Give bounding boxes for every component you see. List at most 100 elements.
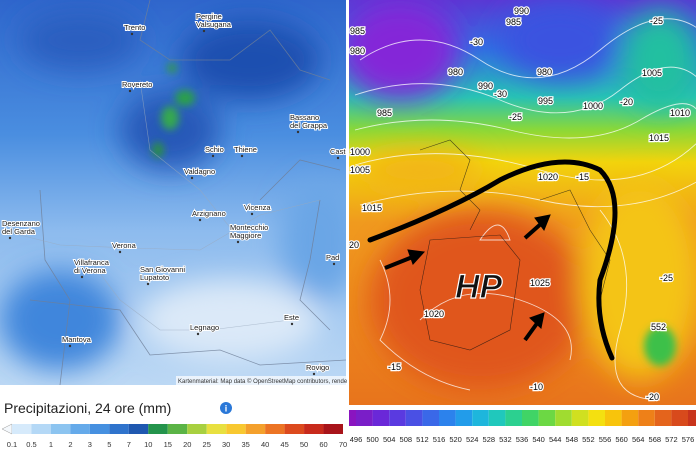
colorbar-label: 548 (566, 435, 579, 444)
place-dot (130, 32, 134, 36)
colorbar-label: 512 (416, 435, 429, 444)
place-dot (198, 218, 202, 222)
colorbar-label: 50 (300, 440, 308, 449)
colorbar-label: 25 (203, 440, 211, 449)
colorbar-label: 7 (127, 440, 131, 449)
place-label: di Verona (74, 266, 107, 275)
colorbar-label: 496 (350, 435, 363, 444)
colorbar-swatch (284, 424, 305, 434)
place-dot (296, 130, 300, 134)
colorbar-swatch (405, 410, 423, 426)
place-dot (240, 154, 244, 158)
colorbar-swatch (265, 424, 285, 434)
colorbar-swatch (654, 410, 672, 426)
colorbar-swatch (638, 410, 655, 426)
attribution: Kartenmaterial: Map data © OpenStreetMap… (178, 378, 348, 385)
isoline-label: 552 (651, 322, 666, 332)
place-label: Schio (205, 145, 224, 154)
colorbar-label: 500 (366, 435, 379, 444)
place-label: Montecchio (230, 223, 268, 232)
place-label: Valsugana (196, 20, 232, 29)
colorbar-swatch (187, 424, 207, 434)
colorbar-swatch (70, 424, 90, 434)
colorbar-label: 30 (222, 440, 230, 449)
colorbar-swatch (588, 410, 605, 426)
info-icon[interactable] (220, 402, 232, 414)
isoline-label: -15 (388, 362, 401, 372)
colorbar-label: 1 (49, 440, 53, 449)
flow-arrows (384, 214, 551, 342)
isoline-label: 980 (537, 67, 552, 77)
colorbar-label: 576 (682, 435, 695, 444)
isoline-label: 990 (478, 81, 493, 91)
colorbar-swatch (538, 410, 556, 426)
isoline-label: -20 (646, 392, 659, 402)
place-label: Rovigo (306, 363, 329, 372)
place-dot (250, 212, 254, 216)
colorbar-label: 45 (280, 440, 288, 449)
colorbar-label: 532 (499, 435, 512, 444)
colorbar-swatch (621, 410, 639, 426)
colorbar-swatch (505, 410, 522, 426)
isoline-label: -25 (509, 112, 522, 122)
attribution-bg (176, 376, 346, 385)
high-pressure-label: HP (455, 268, 503, 306)
colorbar-label: 516 (433, 435, 446, 444)
colorbar-swatch (245, 424, 266, 434)
place-dot (336, 156, 340, 160)
place-dot (80, 275, 84, 279)
colorbar-label: 568 (649, 435, 662, 444)
place-label: Mantova (62, 335, 92, 344)
isoline-label: 1015 (649, 133, 669, 143)
isoline-label: 20 (349, 240, 359, 250)
colorbar-label: 2 (68, 440, 72, 449)
isoline-label: -30 (470, 37, 483, 47)
colorbar-label: 520 (449, 435, 462, 444)
place-dot (68, 344, 72, 348)
colorbar-label: 3 (88, 440, 92, 449)
isoline-label: -15 (576, 172, 589, 182)
colorbar-label: 556 (599, 435, 612, 444)
place-dot (332, 262, 336, 266)
isoline-label: 985 (377, 108, 392, 118)
place-label: Vicenza (244, 203, 271, 212)
isoline-label: 995 (538, 96, 553, 106)
colorbar-label: 40 (261, 440, 269, 449)
colorbar-swatch (555, 410, 572, 426)
colorbar-swatch (488, 410, 506, 426)
colorbar-label: 524 (466, 435, 479, 444)
colorbar-label: 0.5 (26, 440, 36, 449)
colorbar-label: 540 (532, 435, 545, 444)
colorbar-label: 560 (615, 435, 628, 444)
place-label: Maggiore (230, 231, 261, 240)
place-label: Rovereto (122, 80, 152, 89)
colorbar-swatch (167, 424, 188, 434)
place-label: del Garda (2, 227, 36, 236)
isoline-label: 980 (350, 46, 365, 56)
place-label: Cast (330, 147, 346, 156)
isoline-label: 1000 (583, 101, 603, 111)
place-label: Pad (326, 253, 339, 262)
isoline-label: -20 (620, 97, 633, 107)
colorbar-underflow (1, 423, 13, 435)
colorbar-underflow (349, 410, 356, 426)
place-dot (211, 154, 215, 158)
place-label: del Grappa (290, 121, 328, 130)
isoline-label: 985 (350, 26, 365, 36)
colorbar-swatch (89, 424, 110, 434)
isoline-label: -25 (650, 16, 663, 26)
colorbar-label: 528 (483, 435, 496, 444)
isoline-label: 1010 (670, 108, 690, 118)
isoline-label: 1005 (642, 68, 662, 78)
precipitation-colorbar: 0.1 0.5 1 2 3 5 7 10 15 20 25 30 35 40 45 50 60 70 (1, 423, 347, 449)
colorbar-label: 35 (241, 440, 249, 449)
place-dot (146, 282, 150, 286)
colorbar-label: 536 (516, 435, 529, 444)
colorbar-label: 5 (107, 440, 111, 449)
colorbar-label: 70 (339, 440, 347, 449)
place-label: Thiene (234, 145, 257, 154)
isoline-label: 1015 (362, 203, 382, 213)
info-icon-label[interactable]: i (225, 404, 228, 414)
colorbar-label: 20 (183, 440, 191, 449)
colorbar-swatch (439, 410, 456, 426)
